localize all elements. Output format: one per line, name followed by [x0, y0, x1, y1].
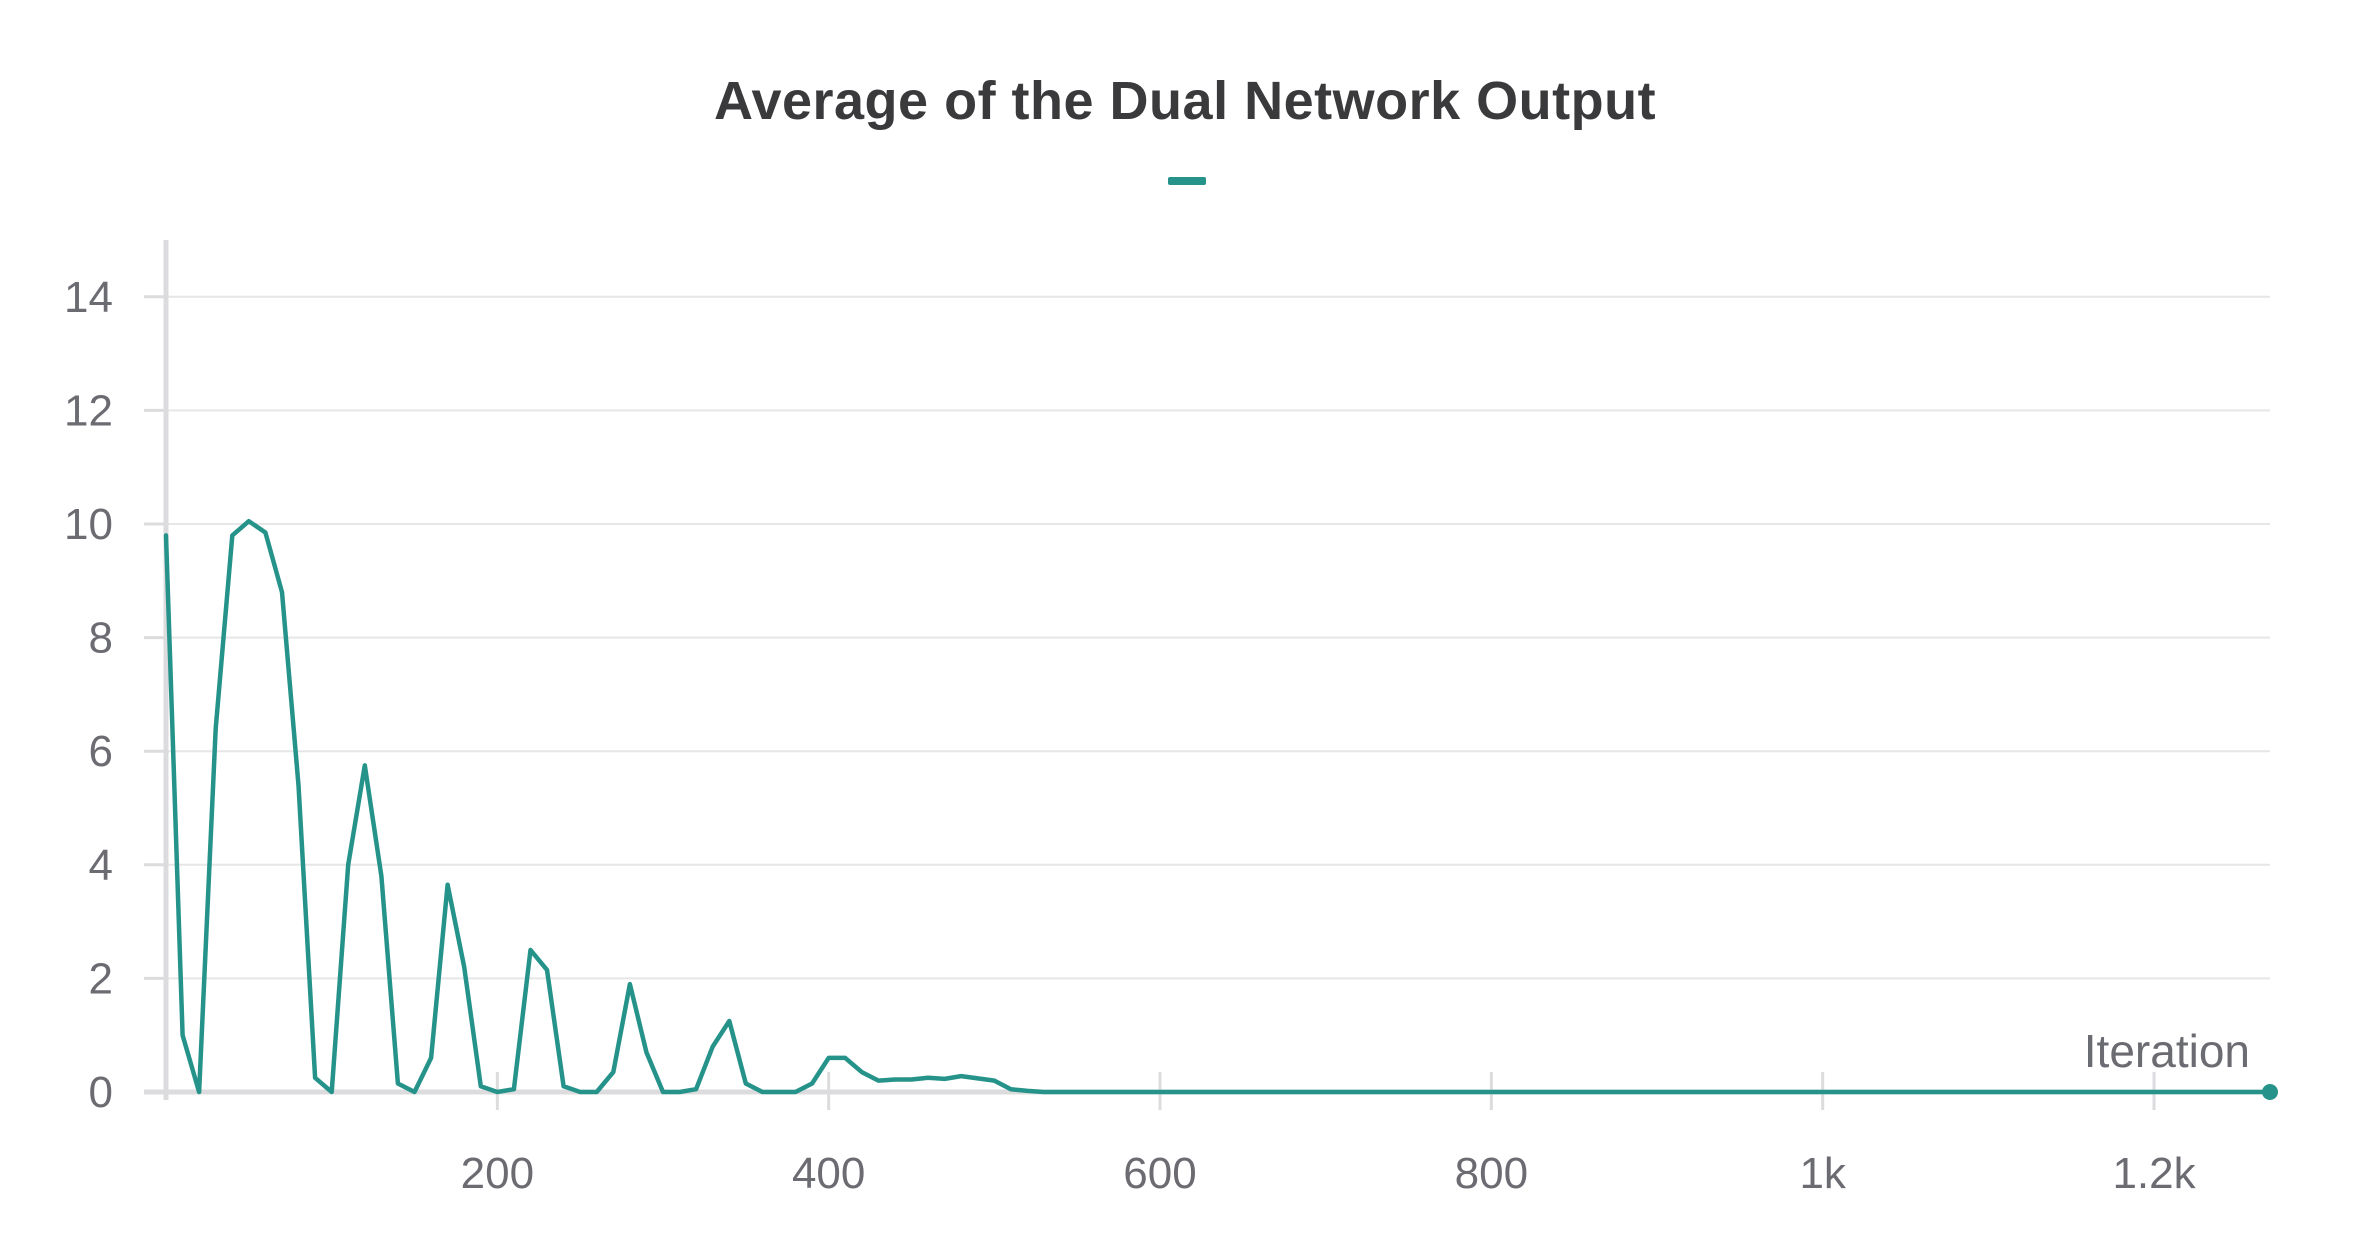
legend-swatch — [1168, 177, 1206, 185]
y-tick-label: 0 — [89, 1068, 113, 1117]
x-axis-title: Iteration — [2084, 1025, 2250, 1077]
y-tick-label: 8 — [89, 614, 113, 663]
y-tick-label: 12 — [64, 386, 113, 435]
y-tick-label: 2 — [89, 954, 113, 1003]
x-tick-label: 1.2k — [2112, 1149, 2196, 1198]
x-tick-label: 400 — [792, 1149, 865, 1198]
x-tick-label: 800 — [1455, 1149, 1528, 1198]
chart-title: Average of the Dual Network Output — [713, 71, 1657, 131]
x-tick-label: 200 — [461, 1149, 534, 1198]
y-tick-label: 4 — [89, 841, 113, 890]
series-end-point — [2262, 1084, 2278, 1100]
tick-labels: 0 2 4 6 8 10 12 14 200 400 600 800 1k 1.2k — [64, 273, 2197, 1198]
y-tick-label: 14 — [64, 273, 113, 322]
series-line — [163, 518, 2273, 1095]
y-tick-label: 10 — [64, 500, 113, 549]
grid-lines — [166, 295, 2270, 980]
series-layer — [163, 518, 2278, 1100]
y-tick-label: 6 — [89, 727, 113, 776]
x-tick-label: 1k — [1799, 1149, 1846, 1198]
axes — [144, 240, 2270, 1110]
x-tick-label: 600 — [1123, 1149, 1196, 1198]
